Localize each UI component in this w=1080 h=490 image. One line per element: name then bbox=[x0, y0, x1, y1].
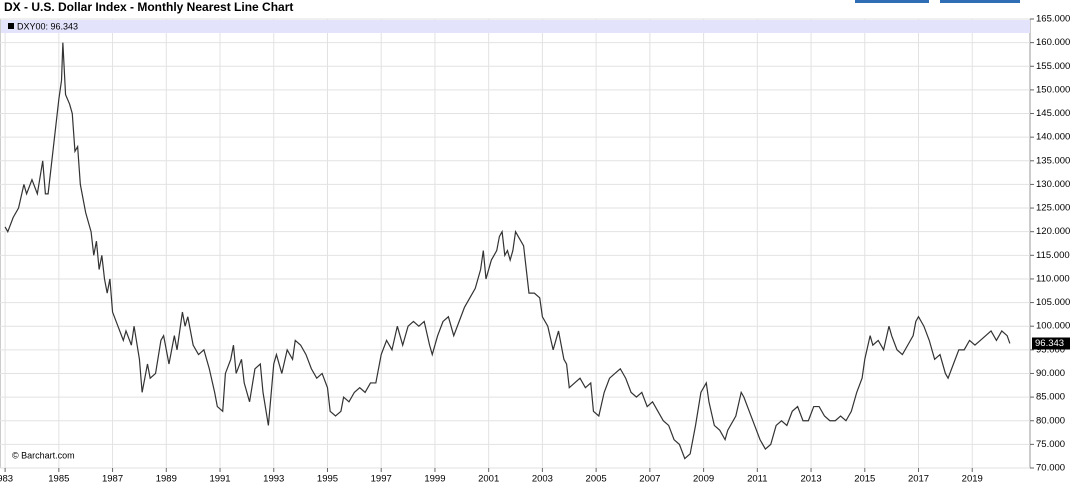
x-tick-label: 2005 bbox=[586, 474, 607, 485]
legend-swatch bbox=[8, 23, 14, 29]
chart-title: DX - U.S. Dollar Index - Monthly Nearest… bbox=[4, 0, 293, 14]
y-tick-label: 75.000 bbox=[1036, 439, 1065, 450]
x-tick-label: 2007 bbox=[639, 474, 660, 485]
x-tick-label: 2019 bbox=[962, 474, 983, 485]
x-tick-label: 1991 bbox=[209, 474, 230, 485]
x-tick-label: 1999 bbox=[424, 474, 445, 485]
x-tick-label: 2013 bbox=[800, 474, 821, 485]
y-tick-label: 155.000 bbox=[1036, 61, 1070, 72]
x-tick-label: 2009 bbox=[693, 474, 714, 485]
x-tick-label: 1987 bbox=[102, 474, 123, 485]
y-tick-label: 110.000 bbox=[1036, 273, 1070, 284]
y-tick-label: 105.000 bbox=[1036, 297, 1070, 308]
x-tick-label: 2015 bbox=[854, 474, 875, 485]
last-value-label: 96.343 bbox=[1035, 338, 1064, 349]
button[interactable] bbox=[940, 0, 1020, 3]
y-tick-label: 85.000 bbox=[1036, 392, 1065, 403]
y-tick-label: 90.000 bbox=[1036, 368, 1065, 379]
x-tick-label: 2001 bbox=[478, 474, 499, 485]
y-tick-label: 130.000 bbox=[1036, 179, 1070, 190]
x-tick-label: 1997 bbox=[371, 474, 392, 485]
y-tick-label: 80.000 bbox=[1036, 415, 1065, 426]
y-tick-label: 120.000 bbox=[1036, 226, 1070, 237]
y-tick-label: 115.000 bbox=[1036, 250, 1070, 261]
x-tick-label: 1995 bbox=[317, 474, 338, 485]
y-tick-label: 160.000 bbox=[1036, 37, 1070, 48]
button[interactable] bbox=[855, 0, 929, 3]
y-tick-label: 165.000 bbox=[1036, 14, 1070, 25]
y-tick-label: 140.000 bbox=[1036, 132, 1070, 143]
legend-label: DXY00: 96.343 bbox=[17, 21, 78, 31]
x-tick-label: 2003 bbox=[532, 474, 553, 485]
plot-frame bbox=[0, 18, 1031, 469]
x-tick-label: 1985 bbox=[48, 474, 69, 485]
price-line bbox=[4, 42, 1011, 460]
y-tick-label: 70.000 bbox=[1036, 463, 1065, 474]
y-tick-label: 95.000 bbox=[1036, 344, 1065, 355]
last-value-box bbox=[1032, 337, 1070, 350]
y-tick-label: 100.000 bbox=[1036, 321, 1070, 332]
x-tick-label: 1993 bbox=[263, 474, 284, 485]
y-tick-label: 135.000 bbox=[1036, 155, 1070, 166]
y-tick-label: 125.000 bbox=[1036, 203, 1070, 214]
x-tick-label: 983 bbox=[0, 474, 13, 485]
x-tick-label: 2011 bbox=[747, 474, 767, 485]
legend-bar bbox=[1, 20, 1030, 33]
credit: © Barchart.com bbox=[12, 450, 75, 460]
y-tick-label: 145.000 bbox=[1036, 108, 1070, 119]
x-tick-label: 2017 bbox=[908, 474, 929, 485]
x-tick-label: 1989 bbox=[156, 474, 177, 485]
y-tick-label: 150.000 bbox=[1036, 84, 1070, 95]
